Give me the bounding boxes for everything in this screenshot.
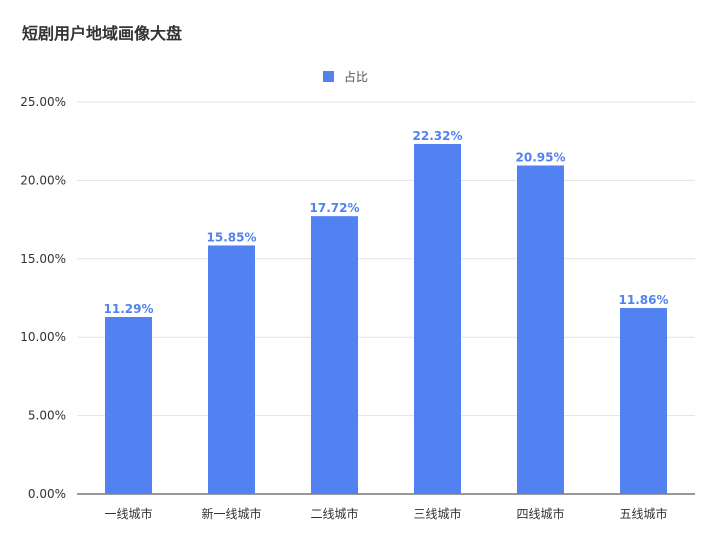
bar [620, 308, 667, 494]
x-tick-label: 一线城市 [104, 506, 152, 521]
data-label: 15.85% [207, 230, 257, 244]
bar [208, 245, 255, 494]
x-tick-label: 五线城市 [619, 506, 667, 521]
y-tick-label: 0.00% [28, 487, 66, 501]
bar [414, 144, 461, 494]
y-tick-label: 15.00% [20, 252, 66, 266]
legend-swatch [322, 71, 334, 82]
legend-label: 占比 [343, 70, 368, 84]
bar [517, 165, 564, 494]
x-tick-label: 新一线城市 [201, 506, 261, 521]
y-tick-label: 25.00% [20, 95, 66, 109]
x-tick-label: 四线城市 [516, 506, 564, 521]
x-tick-label: 二线城市 [310, 506, 358, 521]
y-tick-label: 20.00% [20, 173, 66, 187]
data-label: 11.86% [619, 293, 669, 307]
data-label: 22.32% [413, 129, 463, 143]
chart-title: 短剧用户地域画像大盘 [22, 24, 183, 43]
data-label: 11.29% [104, 302, 154, 316]
y-tick-label: 10.00% [20, 330, 66, 344]
y-tick-label: 5.00% [28, 409, 66, 423]
legend[interactable]: 占比 [0, 68, 719, 85]
data-label: 17.72% [310, 201, 360, 215]
x-tick-label: 三线城市 [413, 506, 461, 521]
bar [311, 216, 358, 495]
bar [105, 316, 152, 494]
data-label: 20.95% [516, 151, 566, 165]
